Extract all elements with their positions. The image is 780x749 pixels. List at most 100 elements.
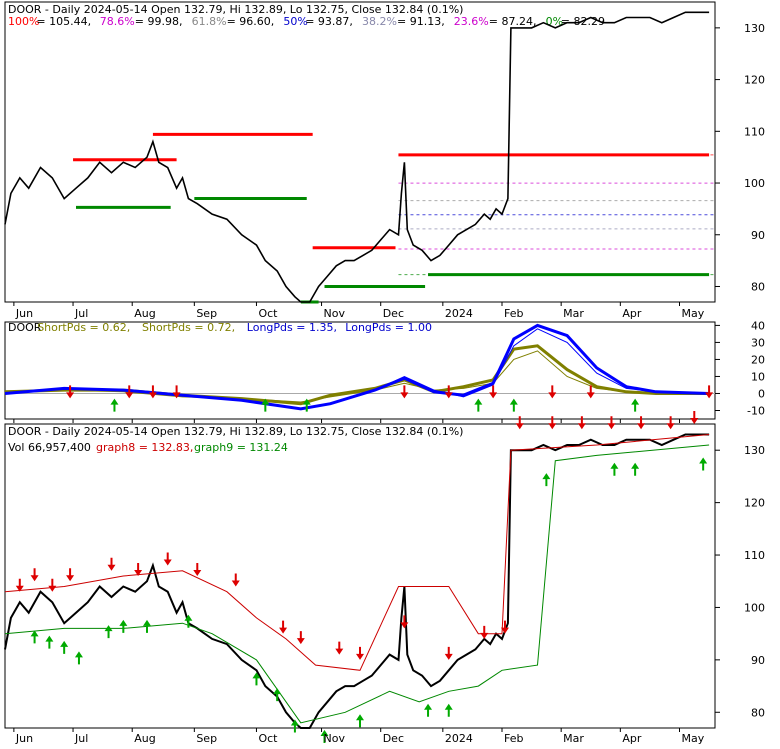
fib-level-label: 100% (8, 15, 39, 28)
up-arrow (110, 398, 119, 412)
x-tick-label: Nov (324, 732, 346, 745)
indicator-legend-label: LongPds = 1.35, (247, 321, 337, 334)
down-arrow (690, 411, 699, 424)
up-arrow (60, 640, 69, 654)
graph9-line (4, 444, 710, 724)
down-arrow (356, 646, 364, 660)
fib-levels-legend: 100%= 105.44, 78.6% = 99.98, 61.8% = 96.60, 5… (8, 15, 605, 28)
indicator-legend-label: DOOR (8, 321, 42, 334)
up-arrow (444, 703, 453, 717)
up-arrow (273, 688, 282, 702)
down-arrow (400, 385, 409, 399)
price-series (4, 11, 710, 303)
y-tick-label: 100 (744, 177, 765, 190)
down-arrow (480, 625, 489, 639)
indicator-legend-label: ShortPds = 0.62, (37, 321, 130, 334)
y-tick-label: 0 (758, 387, 765, 400)
up-arrow (509, 398, 518, 412)
up-arrow (74, 651, 83, 665)
indicator-legend-label: ShortPds = 0.72, (142, 321, 235, 334)
x-tick-label: Apr (622, 307, 642, 320)
indicator-panel-yaxis: -10 0 10 20 30 40 (715, 319, 765, 417)
x-tick-label: Oct (258, 732, 278, 745)
x-tick-label: Sep (196, 307, 217, 320)
up-arrow (542, 473, 551, 487)
x-tick-label: Nov (324, 307, 346, 320)
signal-series (4, 433, 710, 729)
fib-level-label: 61.8% (192, 15, 227, 28)
price-panel-frame (4, 1, 716, 303)
up-arrow (356, 714, 364, 728)
price-panel-header: DOOR - Daily 2024-05-14 Open 132.79, Hi … (8, 3, 463, 16)
up-arrow (290, 719, 299, 733)
down-arrow (607, 416, 616, 430)
y-tick-label: 130 (744, 444, 765, 457)
x-tick-label: May (682, 307, 705, 320)
down-arrow (48, 578, 57, 592)
up-arrow (143, 619, 151, 633)
signal-panel-yaxis: 80 90 100 110 120 130 (715, 444, 765, 719)
x-tick-label: Aug (134, 307, 155, 320)
down-arrow (335, 641, 344, 655)
x-tick-label: Dec (383, 307, 404, 320)
x-tick-label: Mar (563, 732, 584, 745)
y-tick-label: 30 (751, 336, 765, 349)
fib-level-value: = 93.87, (305, 15, 353, 28)
up-arrow (30, 630, 39, 644)
indicator-line (4, 323, 710, 411)
down-arrow (577, 416, 586, 430)
up-arrow (474, 398, 483, 412)
fib-level-value: = 96.60, (227, 15, 275, 28)
fib-dashed-lines (398, 154, 715, 276)
down-arrow (30, 568, 39, 582)
down-arrow (637, 416, 646, 430)
x-tick-label: Sep (196, 732, 217, 745)
y-tick-label: 120 (744, 74, 765, 87)
y-tick-label: 110 (744, 549, 765, 562)
up-arrow (104, 625, 113, 639)
y-tick-label: 80 (751, 280, 765, 293)
signal-arrows (15, 411, 708, 743)
up-arrow (631, 398, 640, 412)
y-tick-label: 110 (744, 125, 765, 138)
up-arrow (320, 730, 329, 743)
price-panel-yaxis: 80 90 100 110 120 130 (715, 22, 765, 293)
down-arrow (66, 385, 75, 399)
indicator-series (4, 323, 715, 411)
fib-level-value: = 105.44, (36, 15, 91, 28)
x-tick-label: Mar (563, 307, 584, 320)
y-tick-label: 20 (751, 353, 765, 366)
x-tick-label: Feb (504, 307, 523, 320)
y-tick-label: 120 (744, 497, 765, 510)
y-tick-label: 90 (751, 654, 765, 667)
price-line (4, 11, 710, 303)
up-arrow (261, 398, 270, 412)
down-arrow (193, 563, 202, 576)
up-arrow (699, 457, 708, 471)
fib-level-value: = 99.98, (135, 15, 183, 28)
down-arrow (500, 620, 509, 634)
fib-level-value: = 87.24, (489, 15, 537, 28)
up-arrow (631, 462, 640, 476)
indicator-panel-frame (4, 321, 716, 420)
x-tick-label: Jun (15, 307, 33, 320)
down-arrow (705, 385, 714, 399)
date-axis: Jun Jun Jul Jul Aug Aug Sep Sep Oct Oct Nov Nov Dec D… (13, 302, 705, 745)
down-arrow (444, 385, 453, 399)
x-tick-label: Feb (504, 732, 523, 745)
down-arrow (15, 578, 24, 592)
fib-level-label: 50% (283, 15, 307, 28)
x-tick-label: Aug (134, 732, 155, 745)
fib-level-label: 23.6% (454, 15, 489, 28)
down-arrow (296, 631, 305, 645)
y-tick-label: 40 (751, 319, 765, 332)
x-tick-label: Jul (74, 732, 88, 745)
y-tick-label: 100 (744, 601, 765, 614)
fib-level-label: 38.2% (362, 15, 397, 28)
fib-level-value: = 91.13, (397, 15, 445, 28)
indicator-signal-arrows (66, 385, 714, 412)
down-arrow (125, 385, 134, 399)
x-tick-label: May (682, 732, 705, 745)
down-arrow (548, 416, 557, 430)
